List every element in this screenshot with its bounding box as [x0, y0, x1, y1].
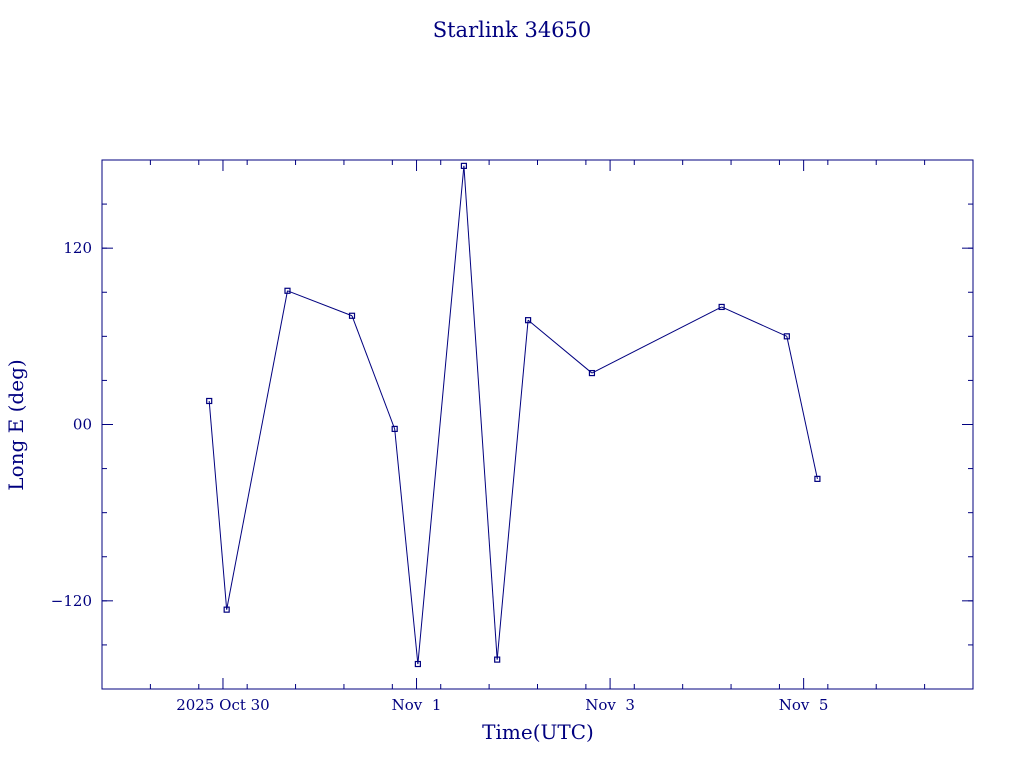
series-markers [206, 162, 821, 668]
data-point [588, 369, 596, 377]
series-segment [208, 400, 228, 610]
chart-title: Starlink 34650 [433, 18, 592, 42]
series-segment [226, 290, 288, 610]
data-point [391, 425, 398, 433]
data-point [284, 287, 291, 294]
y-tick-label: −120 [51, 592, 92, 610]
data-point [783, 333, 790, 340]
x-axis-ticks: 2025 Oct 30 Nov 1 Nov 3 Nov 5 [176, 160, 828, 714]
series-segment [394, 428, 419, 665]
series-segment [351, 315, 396, 430]
x-tick-label: Nov 1 [392, 696, 442, 714]
data-point [494, 656, 501, 663]
series-segment [463, 165, 498, 660]
x-tick-label: Nov 3 [585, 696, 635, 714]
minor-ticks [101, 159, 974, 690]
x-tick-label: Nov 5 [779, 696, 829, 714]
series-segment [786, 336, 818, 479]
y-axis-label: Long E (deg) [4, 359, 28, 490]
x-tick-label: 2025 Oct 30 [176, 696, 270, 714]
data-point [348, 312, 356, 319]
data-point [814, 475, 821, 482]
plot-frame [101, 159, 974, 690]
x-axis-label: Time(UTC) [482, 720, 594, 744]
y-axis-ticks: 120 00 −120 [51, 239, 973, 610]
series-segment [496, 320, 529, 660]
series-segment [591, 306, 722, 374]
series-segment [417, 165, 465, 665]
data-point [206, 397, 213, 405]
series-segment [527, 319, 593, 374]
data-point [414, 660, 421, 668]
data-point [460, 162, 468, 169]
series-segment [721, 306, 788, 337]
series-segment [287, 290, 353, 317]
y-tick-label: 120 [63, 239, 92, 257]
y-tick-label: 00 [73, 416, 92, 434]
plot-area [206, 162, 821, 668]
series-line [208, 165, 818, 665]
data-point [524, 317, 532, 324]
data-point [718, 303, 725, 311]
data-point [223, 606, 230, 613]
